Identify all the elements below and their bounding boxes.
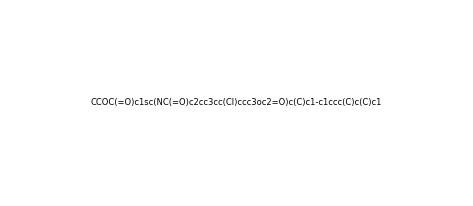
Text: CCOC(=O)c1sc(NC(=O)c2cc3cc(Cl)ccc3oc2=O)c(C)c1-c1ccc(C)c(C)c1: CCOC(=O)c1sc(NC(=O)c2cc3cc(Cl)ccc3oc2=O)… xyxy=(91,98,382,108)
